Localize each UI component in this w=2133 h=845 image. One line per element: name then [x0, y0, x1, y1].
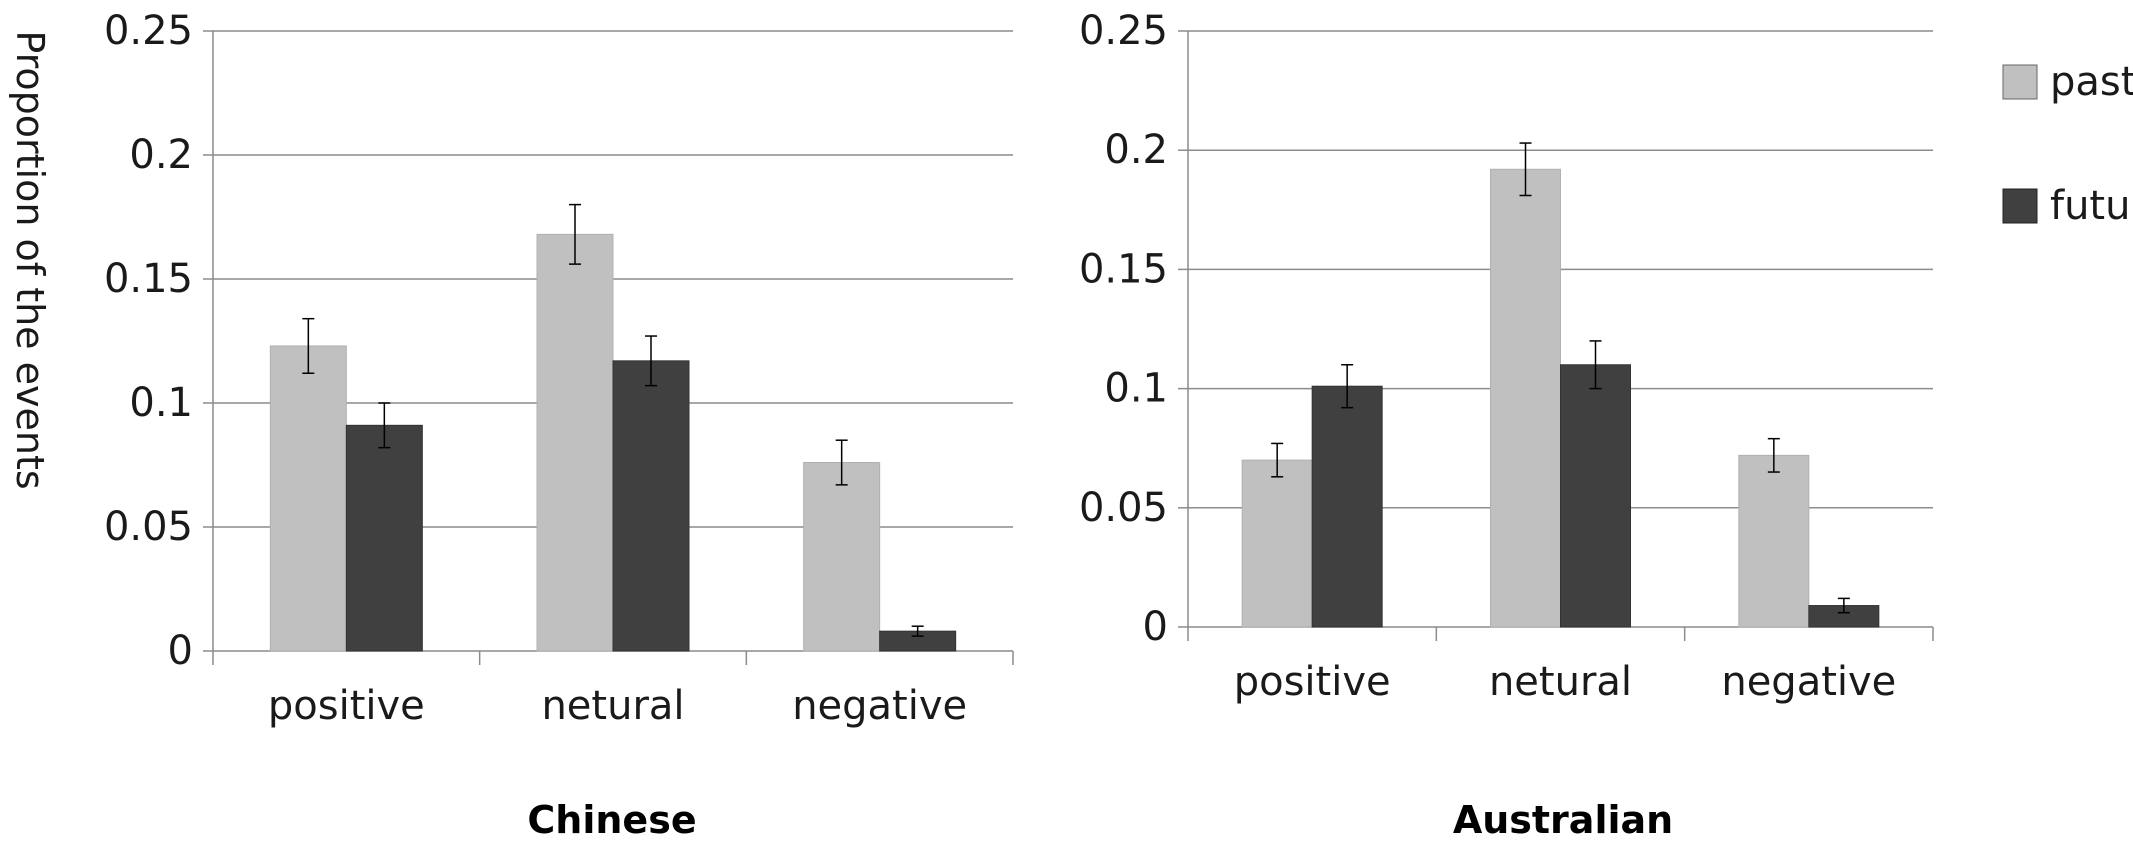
- x-tick-label: netural: [541, 683, 684, 729]
- x-tick-label: negative: [1721, 659, 1896, 705]
- y-tick-label: 0.1: [129, 380, 193, 426]
- bar-past-positive: [1241, 459, 1313, 628]
- error-bars: [1271, 142, 1850, 614]
- y-tick-label: 0.05: [104, 504, 193, 550]
- x-tick-label: negative: [792, 683, 967, 729]
- x-tick-label: positive: [1234, 659, 1391, 705]
- legend: past future: [2002, 59, 2133, 229]
- panel-title-australian: Australian: [1453, 798, 1673, 842]
- legend-swatch-past: [2002, 64, 2038, 100]
- y-tick-labels: 0 0.05 0.1 0.15 0.2 0.25: [104, 8, 193, 674]
- bar-past-netural: [1490, 168, 1561, 628]
- legend-swatch-future: [2002, 188, 2038, 224]
- chart-panel-australian: 0 0.05 0.1 0.15 0.2 0.25 positive netural negat…: [1079, 8, 1934, 842]
- y-tick-label: 0.05: [1079, 485, 1168, 531]
- x-tick-label: netural: [1489, 659, 1632, 705]
- y-tick-label: 0.2: [1104, 127, 1168, 173]
- bar-past-positive: [269, 345, 347, 652]
- bars: [1241, 168, 1880, 628]
- y-tick-labels: 0 0.05 0.1 0.15 0.2 0.25: [1079, 8, 1168, 650]
- bar-past-netural: [536, 233, 614, 652]
- panel-title-chinese: Chinese: [527, 798, 696, 842]
- chart-panel-chinese: 0 0.05 0.1 0.15 0.2 0.25 positive netural negat…: [104, 8, 1014, 842]
- y-tick-label: 0.15: [104, 256, 193, 302]
- legend-label-future: future: [2050, 183, 2133, 229]
- legend-label-past: past: [2050, 59, 2133, 105]
- y-tick-label: 0: [1143, 604, 1168, 650]
- y-tick-label: 0.15: [1079, 246, 1168, 292]
- x-tick-labels: positive netural negative: [1234, 659, 1897, 705]
- y-tick-label: 0.25: [1079, 8, 1168, 54]
- bars: [269, 233, 957, 652]
- y-axis-title: Proportion of the events: [8, 30, 52, 489]
- y-tick-label: 0.2: [129, 132, 193, 178]
- bar-future-positive: [345, 424, 423, 652]
- bar-past-negative: [803, 462, 881, 652]
- y-tick-label: 0.1: [1104, 366, 1168, 412]
- x-tick-label: positive: [268, 683, 425, 729]
- y-tick-label: 0.25: [104, 8, 193, 54]
- bar-future-positive: [1311, 385, 1383, 628]
- bar-past-negative: [1738, 454, 1810, 628]
- bar-future-netural: [612, 360, 690, 652]
- x-tick-labels: positive netural negative: [268, 683, 967, 729]
- error-bars: [302, 203, 924, 637]
- y-tick-label: 0: [168, 628, 193, 674]
- bar-future-netural: [1560, 364, 1631, 628]
